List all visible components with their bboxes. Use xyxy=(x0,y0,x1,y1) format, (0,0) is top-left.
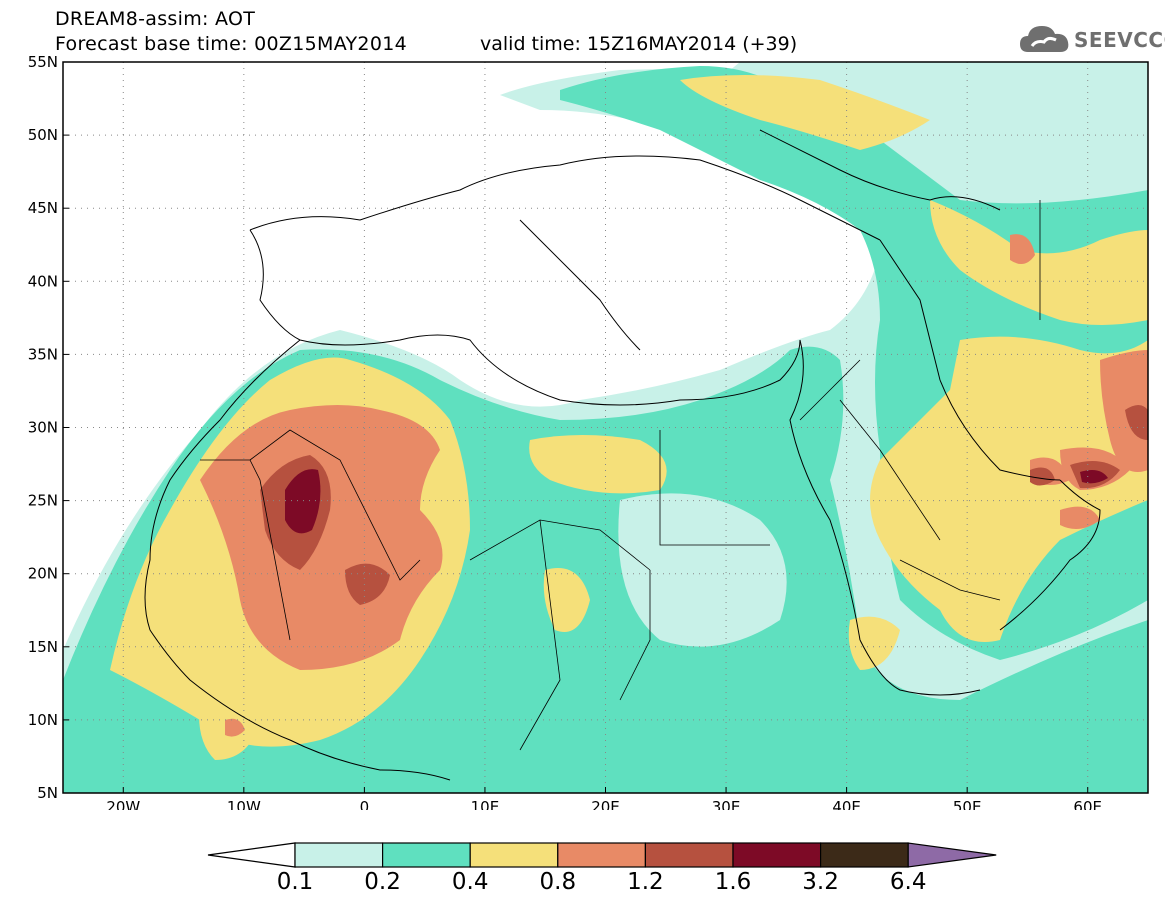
lon-tick-label: 10W xyxy=(227,798,261,810)
colorbar-label: 0.8 xyxy=(540,869,577,895)
colorbar-label: 0.1 xyxy=(277,869,314,895)
colorbar-label: 0.4 xyxy=(452,869,489,895)
colorbar-label: 6.4 xyxy=(890,869,927,895)
lat-tick-label: 50N xyxy=(28,126,58,144)
lat-tick-label: 10N xyxy=(28,711,58,729)
colorbar-box xyxy=(557,842,646,868)
colorbar-over-arrow xyxy=(907,842,997,868)
cloud-icon xyxy=(1020,26,1069,52)
aot-field xyxy=(63,62,1148,793)
seevccc-logo: SEEVCCC xyxy=(1018,22,1165,58)
colorbar-label: 3.2 xyxy=(802,869,839,895)
lon-tick-label: 60E xyxy=(1073,798,1102,810)
lon-tick-label: 40E xyxy=(832,798,861,810)
valid-time-label: valid time: 15Z16MAY2014 (+39) xyxy=(480,33,798,55)
lon-tick-label: 20W xyxy=(106,798,140,810)
colorbar-box xyxy=(382,842,471,868)
lat-tick-label: 40N xyxy=(28,272,58,290)
lat-tick-label: 20N xyxy=(28,565,58,583)
lon-tick-label: 10E xyxy=(471,798,500,810)
lat-tick-label: 55N xyxy=(28,53,58,71)
aot-level-1.6 xyxy=(285,469,1108,534)
graticule xyxy=(63,62,1148,793)
lat-tick-label: 25N xyxy=(28,492,58,510)
borders xyxy=(200,200,1041,751)
colorbar-label: 0.2 xyxy=(364,869,401,895)
colorbar-box xyxy=(469,842,559,868)
lat-tick-label: 5N xyxy=(37,784,58,802)
lat-tick-label: 30N xyxy=(28,419,58,437)
lon-tick-label: 50E xyxy=(953,798,982,810)
lat-tick-label: 15N xyxy=(28,638,58,656)
title-line-1: DREAM8-assim: AOT xyxy=(55,8,256,30)
lat-tick-label: 45N xyxy=(28,199,58,217)
aot-level-0.8 xyxy=(200,234,1148,737)
logo-text: SEEVCCC xyxy=(1074,28,1165,52)
lon-tick-label: 0 xyxy=(360,798,370,810)
lat-tick-label: 35N xyxy=(28,345,58,363)
colorbar-label: 1.2 xyxy=(627,869,664,895)
colorbar-under-arrow xyxy=(207,842,296,868)
lon-tick-label: 20E xyxy=(591,798,620,810)
colorbar-box xyxy=(644,842,734,868)
colorbar-label: 1.6 xyxy=(715,869,752,895)
lon-tick-label: 30E xyxy=(712,798,741,810)
colorbar-box xyxy=(732,842,822,868)
colorbar-box xyxy=(819,842,909,868)
coastlines xyxy=(144,129,1101,781)
title-line-2: Forecast base time: 00Z15MAY2014 xyxy=(55,33,407,55)
aot-map: 55N 50N 45N 40N 35N 30N 25N 20N 15N 10N 5N 20W 10W 0… xyxy=(28,53,1149,810)
longitude-labels: 20W 10W 0 10E 20E 30E 40E 50E 60E xyxy=(106,787,1102,810)
latitude-labels: 55N 50N 45N 40N 35N 30N 25N 20N 15N 10N 5N xyxy=(28,53,69,802)
colorbar-box xyxy=(294,842,384,868)
